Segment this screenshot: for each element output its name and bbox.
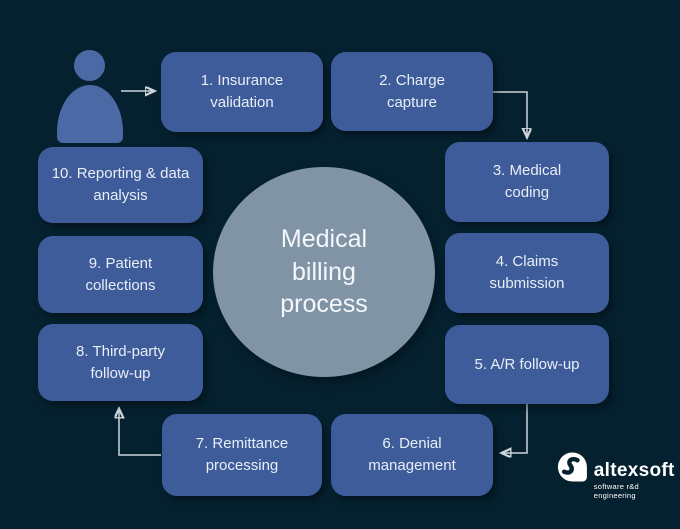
- step-label-1: 1. Insurance validation: [200, 72, 284, 111]
- step-box-1: 1. Insurance validation: [161, 52, 323, 132]
- step-label-2: 2. Charge capture: [379, 71, 445, 111]
- step-box-10: 10. Reporting & data analysis: [38, 147, 203, 223]
- altexsoft-logo-name: altexsoft: [593, 460, 675, 481]
- step-box-8: 8. Third-party follow-up: [38, 324, 203, 401]
- altexsoft-logo-text: altexsoft software r&d engineering: [593, 460, 680, 501]
- step-label-8: 8. Third-party follow-up: [76, 342, 165, 382]
- step-box-4: 4. Claims submission: [445, 233, 609, 313]
- altexsoft-logo-tagline: software r&d engineering: [593, 482, 639, 500]
- arrow-step2-to-step3: [493, 91, 527, 136]
- step-label-5: 5. A/R follow-up: [474, 355, 580, 373]
- diagram-title: Medical billing process: [280, 225, 368, 319]
- step-label-6: 6. Denial management: [368, 435, 456, 474]
- person-icon: [57, 50, 123, 143]
- step-label-3: 3. Medical coding: [492, 162, 562, 201]
- step-box-6: 6. Denial management: [331, 414, 493, 496]
- arrow-step7-to-step8: [119, 410, 161, 456]
- step-box-3: 3. Medical coding: [445, 142, 609, 222]
- step-box-9: 9. Patient collections: [38, 236, 203, 313]
- step-box-7: 7. Remittance processing: [162, 414, 322, 496]
- step-label-10: 10. Reporting & data analysis: [51, 165, 190, 204]
- step-label-9: 9. Patient collections: [85, 254, 156, 294]
- step-box-5: 5. A/R follow-up: [445, 325, 609, 404]
- person-body-icon: [57, 85, 123, 143]
- step-label-7: 7. Remittance processing: [195, 435, 289, 474]
- altexsoft-logo-icon: [557, 452, 587, 482]
- step-box-2: 2. Charge capture: [331, 52, 493, 131]
- person-head-icon: [74, 50, 105, 81]
- step-label-4: 4. Claims submission: [489, 253, 565, 292]
- arrow-step5-to-step6: [503, 404, 528, 453]
- altexsoft-logo: altexsoft software r&d engineering: [556, 450, 680, 500]
- center-circle: Medical billing process: [213, 167, 435, 377]
